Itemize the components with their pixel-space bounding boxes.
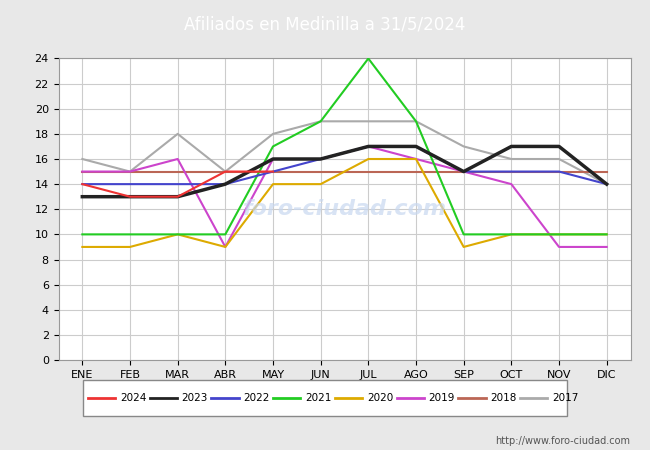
Text: http://www.foro-ciudad.com: http://www.foro-ciudad.com xyxy=(495,436,630,446)
Text: 2017: 2017 xyxy=(552,393,578,403)
Text: 2018: 2018 xyxy=(491,393,517,403)
Text: foro-ciudad.com: foro-ciudad.com xyxy=(242,199,447,219)
Text: 2022: 2022 xyxy=(244,393,270,403)
Text: 2021: 2021 xyxy=(306,393,332,403)
Text: 2019: 2019 xyxy=(429,393,455,403)
Text: 2023: 2023 xyxy=(182,393,208,403)
Text: 2020: 2020 xyxy=(367,393,393,403)
Text: Afiliados en Medinilla a 31/5/2024: Afiliados en Medinilla a 31/5/2024 xyxy=(185,16,465,34)
Text: 2024: 2024 xyxy=(120,393,146,403)
FancyBboxPatch shape xyxy=(83,380,567,417)
